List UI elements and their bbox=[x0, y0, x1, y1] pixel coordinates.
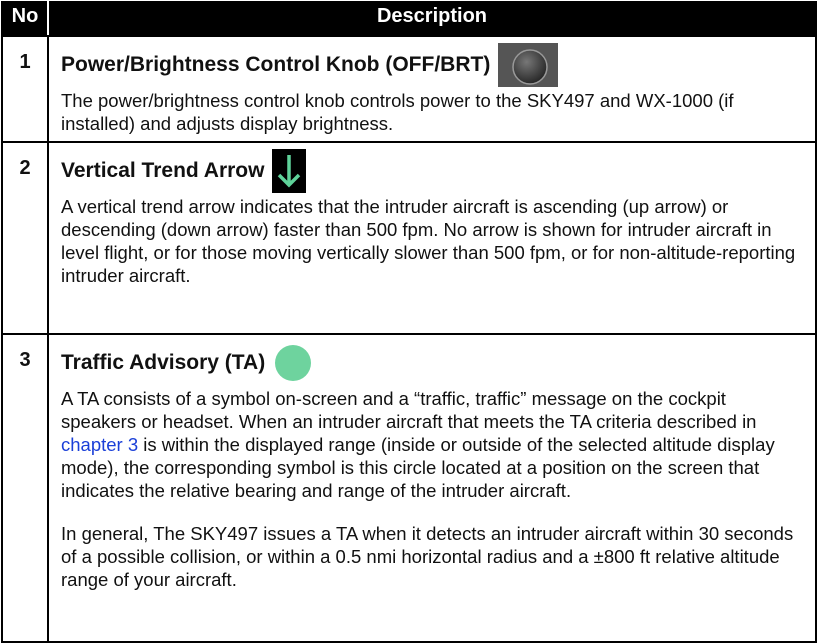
knob-icon bbox=[498, 43, 559, 87]
title-text: Traffic Advisory (TA) bbox=[61, 351, 266, 374]
table-row: 3 Traffic Advisory (TA) A TA consists of… bbox=[1, 333, 817, 643]
title-text: Vertical Trend Arrow bbox=[61, 159, 265, 182]
header-cell: No bbox=[1, 1, 49, 37]
row-number: 1 bbox=[1, 35, 49, 143]
row-title: Power/Brightness Control Knob (OFF/BRT) bbox=[61, 43, 805, 87]
row-number: 3 bbox=[1, 333, 49, 643]
arrow-icon bbox=[272, 149, 307, 193]
row-title: Vertical Trend Arrow bbox=[61, 149, 805, 193]
table-row: 2 Vertical Trend Arrow A vertical trend … bbox=[1, 141, 817, 335]
header-cell: Description bbox=[47, 1, 817, 37]
row-description: Power/Brightness Control Knob (OFF/BRT) … bbox=[47, 35, 817, 143]
paragraph: The power/brightness control knob contro… bbox=[61, 90, 734, 134]
row-title: Traffic Advisory (TA) bbox=[61, 341, 805, 385]
paragraph: In general, The SKY497 issues a TA when … bbox=[61, 523, 794, 590]
row-description: Vertical Trend Arrow A vertical trend ar… bbox=[47, 141, 817, 335]
circle-icon bbox=[275, 345, 312, 381]
table-row: 1 Power/Brightness Control Knob (OFF/BRT… bbox=[1, 35, 817, 143]
text: is within the displayed range (inside or… bbox=[61, 434, 775, 501]
title-text: Power/Brightness Control Knob (OFF/BRT) bbox=[61, 53, 491, 76]
text: A TA consists of a symbol on-screen and … bbox=[61, 388, 757, 432]
paragraph: A vertical trend arrow indicates that th… bbox=[61, 196, 796, 286]
paragraph: A TA consists of a symbol on-screen and … bbox=[61, 387, 805, 502]
row-description: Traffic Advisory (TA) A TA consists of a… bbox=[47, 333, 817, 643]
row-number: 2 bbox=[1, 141, 49, 335]
header-row: No Description bbox=[1, 1, 817, 37]
chapter-link[interactable]: chapter 3 bbox=[61, 434, 139, 455]
